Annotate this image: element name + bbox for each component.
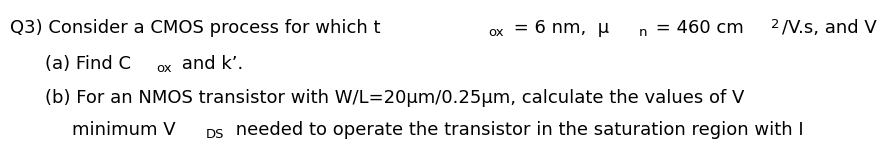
Text: and k’.: and k’.	[176, 55, 243, 73]
Text: 2: 2	[771, 18, 779, 31]
Text: ox: ox	[488, 26, 503, 40]
Text: ox: ox	[156, 63, 172, 76]
Text: /V.s, and V: /V.s, and V	[781, 19, 877, 37]
Text: (a) Find C: (a) Find C	[45, 55, 131, 73]
Text: minimum V: minimum V	[72, 121, 176, 139]
Text: = 6 nm,  μ: = 6 nm, μ	[508, 19, 609, 37]
Text: Q3) Consider a CMOS process for which t: Q3) Consider a CMOS process for which t	[10, 19, 380, 37]
Text: (b) For an NMOS transistor with W/L=20μm/0.25μm, calculate the values of V: (b) For an NMOS transistor with W/L=20μm…	[45, 89, 744, 107]
Text: n: n	[639, 26, 647, 40]
Text: DS: DS	[206, 129, 225, 141]
Text: needed to operate the transistor in the saturation region with I: needed to operate the transistor in the …	[230, 121, 803, 139]
Text: = 460 cm: = 460 cm	[650, 19, 743, 37]
